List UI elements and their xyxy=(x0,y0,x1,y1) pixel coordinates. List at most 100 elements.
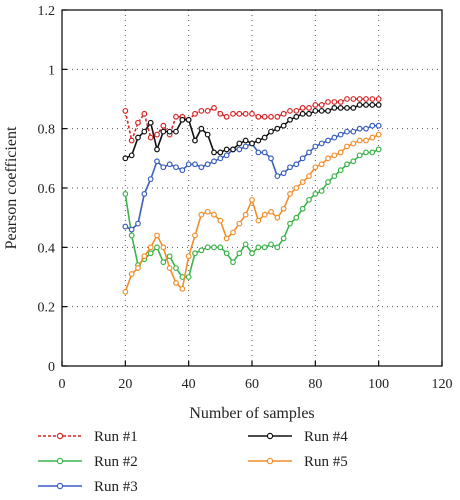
data-point xyxy=(128,137,135,144)
data-point xyxy=(299,179,306,185)
data-point xyxy=(242,241,249,248)
data-point xyxy=(255,149,262,156)
chart-legend: Run #1 Run #2 Run #3 Run #4 Run #5 xyxy=(38,429,348,495)
data-point xyxy=(337,149,344,156)
data-point xyxy=(185,116,192,123)
data-point xyxy=(211,149,217,156)
data-point xyxy=(198,211,205,218)
data-point xyxy=(217,110,224,117)
data-point xyxy=(236,146,243,153)
data-point xyxy=(350,140,357,147)
data-point xyxy=(261,134,268,141)
data-point xyxy=(280,205,287,212)
data-point xyxy=(299,155,306,162)
data-point xyxy=(350,104,357,111)
data-point xyxy=(192,250,198,257)
data-point xyxy=(375,102,382,108)
data-point xyxy=(344,96,350,102)
data-point xyxy=(344,143,350,150)
data-point xyxy=(312,102,319,108)
legend-swatch-marker xyxy=(56,482,64,490)
data-point xyxy=(299,205,306,212)
data-point xyxy=(261,244,268,251)
data-point xyxy=(293,107,300,114)
data-point xyxy=(223,113,230,120)
data-point xyxy=(312,143,319,150)
data-point xyxy=(223,250,230,257)
x-tick-label: 80 xyxy=(308,377,322,392)
data-point xyxy=(173,128,179,135)
data-point xyxy=(280,235,287,242)
data-point xyxy=(312,191,319,197)
data-point xyxy=(249,196,255,203)
data-point xyxy=(217,149,224,156)
data-point xyxy=(160,128,167,135)
data-point xyxy=(166,265,173,272)
data-point xyxy=(318,102,325,108)
data-point xyxy=(375,131,382,138)
data-point xyxy=(268,155,274,162)
data-point xyxy=(179,285,186,292)
data-point xyxy=(306,149,312,156)
legend-swatch-marker xyxy=(266,457,274,465)
legend-label: Run #5 xyxy=(304,454,348,470)
data-point xyxy=(122,155,129,162)
data-point xyxy=(325,155,331,162)
data-point xyxy=(122,223,129,230)
data-point xyxy=(128,271,135,277)
data-point xyxy=(147,176,154,183)
data-point xyxy=(318,140,325,147)
data-point xyxy=(236,140,243,147)
data-point xyxy=(122,288,129,295)
data-point xyxy=(173,280,179,286)
data-point xyxy=(255,244,262,251)
legend-label: Run #1 xyxy=(94,429,138,445)
data-point xyxy=(293,161,300,168)
x-tick-label: 120 xyxy=(432,377,453,392)
y-tick-label: 1.2 xyxy=(38,4,56,19)
data-point xyxy=(242,137,249,144)
data-point xyxy=(122,191,129,197)
data-point xyxy=(198,125,205,132)
data-point xyxy=(363,102,369,108)
data-point xyxy=(268,113,274,120)
data-point xyxy=(135,119,141,126)
data-point xyxy=(154,244,160,251)
legend-entry: Run #2 xyxy=(38,454,138,470)
legend-label: Run #3 xyxy=(94,479,138,495)
data-point xyxy=(242,110,249,117)
y-tick-label: 0.4 xyxy=(38,241,56,256)
x-tick-label: 20 xyxy=(118,377,132,392)
series-line xyxy=(124,133,380,293)
data-point xyxy=(287,116,293,123)
data-point xyxy=(204,244,211,251)
data-point xyxy=(331,134,338,141)
legend-entry: Run #1 xyxy=(38,429,138,445)
data-point xyxy=(331,173,338,180)
data-point xyxy=(192,110,198,117)
data-point xyxy=(154,131,160,138)
data-point xyxy=(211,158,217,165)
data-point xyxy=(204,107,211,114)
data-point xyxy=(337,99,344,105)
data-point xyxy=(274,244,281,251)
data-point xyxy=(255,137,262,144)
data-point xyxy=(128,232,135,239)
data-point xyxy=(179,116,186,123)
data-point xyxy=(211,244,217,251)
y-tick-label: 1 xyxy=(48,63,55,78)
data-point xyxy=(198,164,205,171)
data-point xyxy=(173,164,179,171)
data-point xyxy=(306,110,312,117)
data-point xyxy=(217,155,224,162)
data-point xyxy=(173,113,179,120)
data-point xyxy=(128,226,135,233)
data-point xyxy=(141,110,148,117)
y-tick-label: 0 xyxy=(48,360,55,375)
data-point xyxy=(230,229,236,236)
data-point xyxy=(337,104,344,111)
data-point xyxy=(223,235,230,242)
data-point xyxy=(185,161,192,168)
data-point xyxy=(299,110,306,117)
